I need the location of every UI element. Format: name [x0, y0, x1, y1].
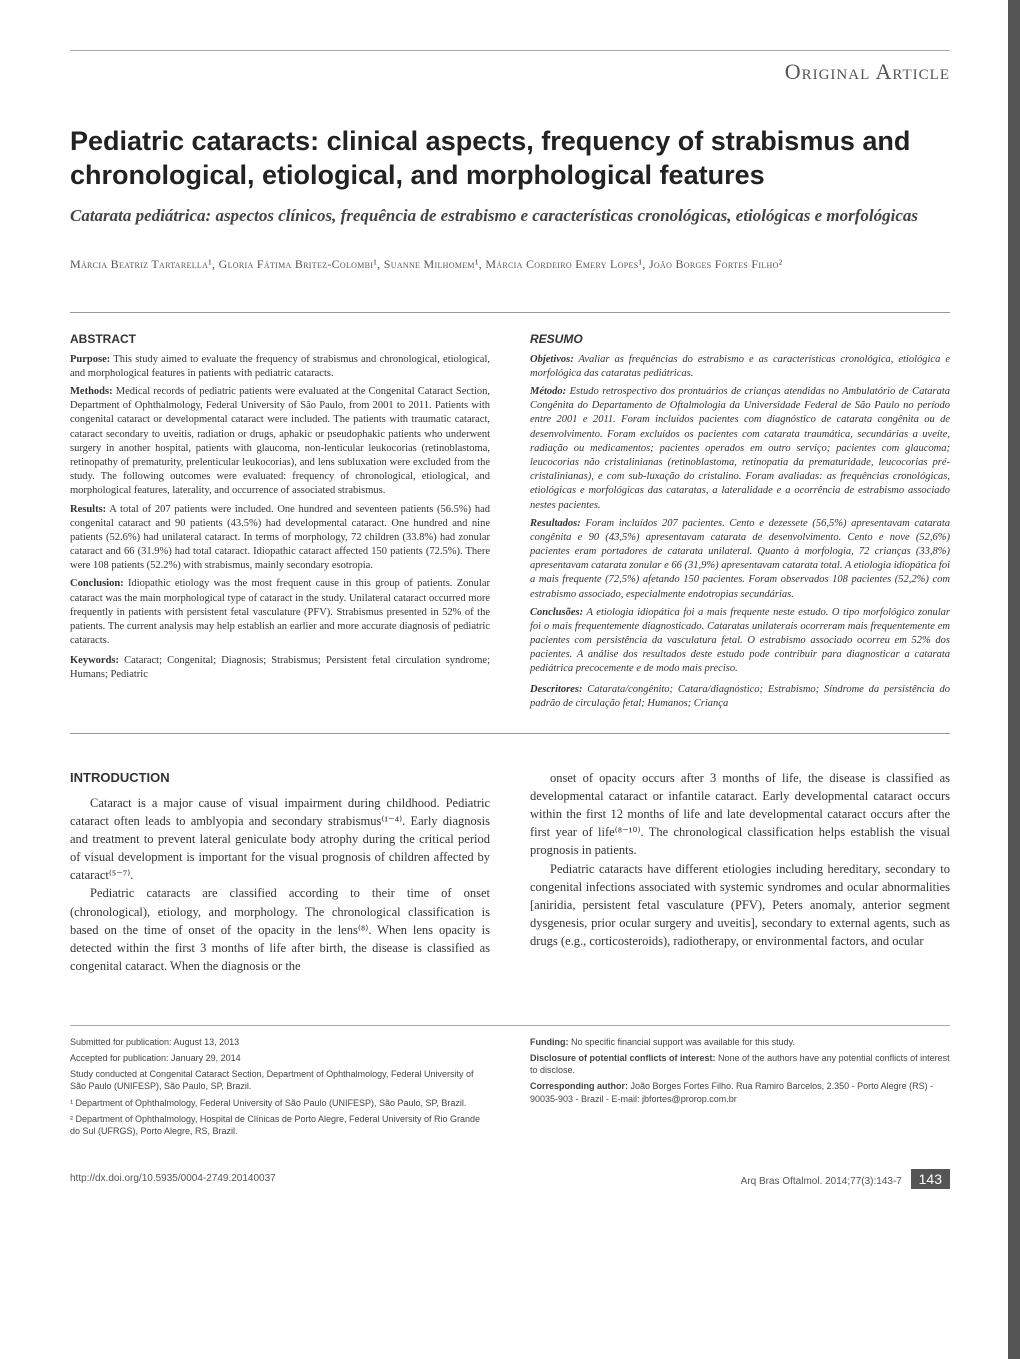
objetivos-label: Objetivos:: [530, 354, 574, 365]
abstract-row: ABSTRACT Purpose: This study aimed to ev…: [70, 312, 950, 734]
resultados-text: Foram incluídos 207 pacientes. Cento e d…: [530, 518, 950, 600]
article-type: Original Article: [70, 59, 950, 85]
submitted-date: Submitted for publication: August 13, 20…: [70, 1036, 490, 1048]
keywords-text: Cataract; Congenital; Diagnosis; Strabis…: [70, 655, 490, 680]
results-text: A total of 207 patients were included. O…: [70, 504, 490, 572]
header-rule: [70, 50, 950, 51]
abstract-heading-pt: RESUMO: [530, 331, 950, 347]
page-number: 143: [911, 1169, 950, 1189]
footer-metadata: Submitted for publication: August 13, 20…: [70, 1025, 950, 1141]
conclusoes-label: Conclusões:: [530, 607, 583, 618]
conclusion-label: Conclusion:: [70, 578, 124, 589]
methods-text: Medical records of pediatric patients we…: [70, 386, 490, 496]
abstract-portuguese: RESUMO Objetivos: Avaliar as frequências…: [530, 331, 950, 715]
footer-right: Arq Bras Oftalmol. 2014;77(3):143-7 143: [741, 1171, 950, 1187]
accepted-date: Accepted for publication: January 29, 20…: [70, 1052, 490, 1064]
metodo-text: Estudo retrospectivo dos prontuários de …: [530, 386, 950, 510]
footer-col-right: Funding: No specific financial support w…: [530, 1036, 950, 1141]
page-container: Original Article Pediatric cataracts: cl…: [0, 0, 1020, 1217]
intro-p2: Pediatric cataracts are classified accor…: [70, 884, 490, 975]
affiliation-2: ² Department of Ophthalmology, Hospital …: [70, 1113, 490, 1137]
abstract-heading-en: ABSTRACT: [70, 331, 490, 347]
introduction-heading: INTRODUCTION: [70, 769, 490, 788]
metodo-label: Método:: [530, 386, 566, 397]
objetivos-text: Avaliar as frequências do estrabismo e a…: [530, 354, 950, 379]
study-location: Study conducted at Congenital Cataract S…: [70, 1068, 490, 1092]
funding-label: Funding:: [530, 1037, 568, 1047]
disclosure-label: Disclosure of potential conflicts of int…: [530, 1053, 716, 1063]
descritores-text: Catarata/congênito; Catara/diagnóstico; …: [530, 684, 950, 709]
citation: Arq Bras Oftalmol. 2014;77(3):143-7: [741, 1176, 902, 1187]
results-label: Results:: [70, 504, 106, 515]
intro-col-right: onset of opacity occurs after 3 months o…: [530, 769, 950, 975]
intro-p1: Cataract is a major cause of visual impa…: [70, 794, 490, 885]
resultados-label: Resultados:: [530, 518, 581, 529]
title-english: Pediatric cataracts: clinical aspects, f…: [70, 125, 950, 193]
purpose-text: This study aimed to evaluate the frequen…: [70, 354, 490, 379]
purpose-label: Purpose:: [70, 354, 110, 365]
introduction-section: INTRODUCTION Cataract is a major cause o…: [70, 769, 950, 975]
doi-link[interactable]: http://dx.doi.org/10.5935/0004-2749.2014…: [70, 1173, 276, 1184]
conclusion-text: Idiopathic etiology was the most frequen…: [70, 578, 490, 646]
funding-text: No specific financial support was availa…: [568, 1037, 794, 1047]
intro-col-left: INTRODUCTION Cataract is a major cause o…: [70, 769, 490, 975]
authors-line: Márcia Beatriz Tartarella¹, Gloria Fátim…: [70, 257, 950, 272]
intro-p3: onset of opacity occurs after 3 months o…: [530, 769, 950, 860]
affiliation-1: ¹ Department of Ophthalmology, Federal U…: [70, 1097, 490, 1109]
conclusoes-text: A etiologia idiopática foi a mais freque…: [530, 607, 950, 675]
keywords-label: Keywords:: [70, 655, 119, 666]
page-footer: http://dx.doi.org/10.5935/0004-2749.2014…: [70, 1171, 950, 1187]
abstract-english: ABSTRACT Purpose: This study aimed to ev…: [70, 331, 490, 715]
descritores-label: Descritores:: [530, 684, 583, 695]
title-portuguese: Catarata pediátrica: aspectos clínicos, …: [70, 205, 950, 227]
intro-p4: Pediatric cataracts have different etiol…: [530, 860, 950, 951]
corresponding-label: Corresponding author:: [530, 1081, 628, 1091]
methods-label: Methods:: [70, 386, 113, 397]
footer-col-left: Submitted for publication: August 13, 20…: [70, 1036, 490, 1141]
